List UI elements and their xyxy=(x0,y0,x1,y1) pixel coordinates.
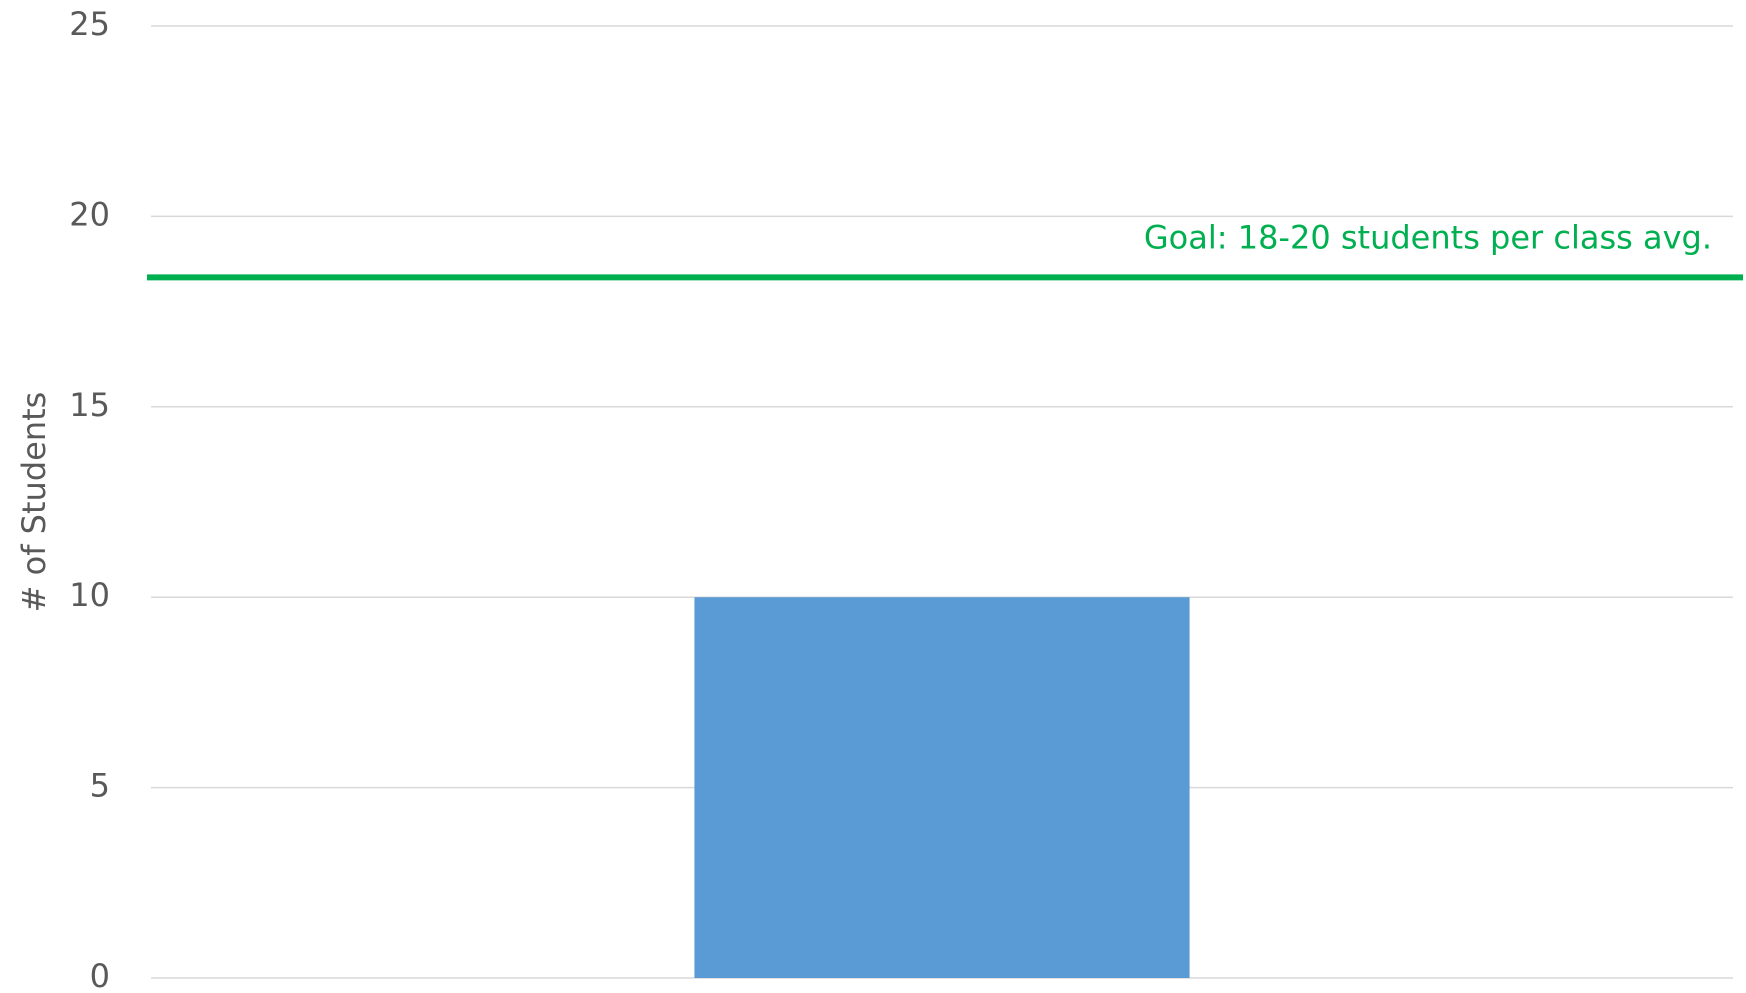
y-tick-label: 20 xyxy=(69,195,110,233)
goal-label: Goal: 18-20 students per class avg. xyxy=(1144,218,1712,256)
y-tick-label: 10 xyxy=(69,576,110,614)
y-tick-label: 5 xyxy=(90,767,110,805)
y-tick-label: 0 xyxy=(90,957,110,993)
y-axis-label: # of Students xyxy=(15,392,53,613)
bar xyxy=(694,597,1190,978)
y-tick-label: 25 xyxy=(69,5,110,43)
y-tick-label: 15 xyxy=(69,386,110,424)
